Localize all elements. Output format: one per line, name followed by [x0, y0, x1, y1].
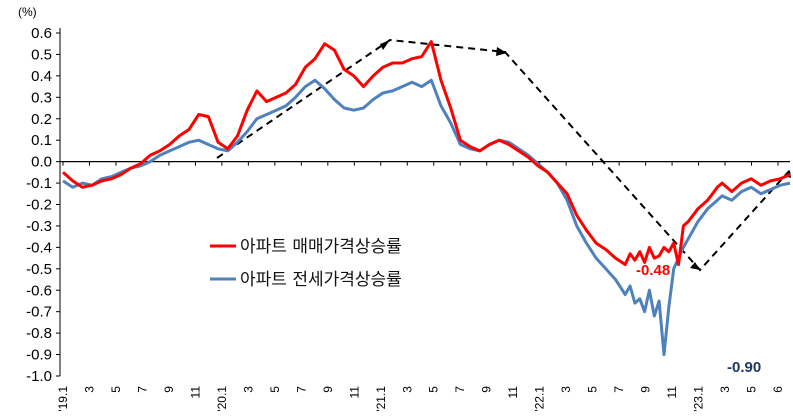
x-tick-label: 5 — [109, 386, 123, 393]
data-labels: -0.48 -0.90 — [636, 262, 761, 376]
y-tick-label: 0.2 — [31, 111, 52, 128]
y-tick-label: 0.6 — [31, 25, 52, 42]
x-tick-label: 11 — [506, 386, 520, 399]
x-tick-label: 11 — [347, 386, 361, 399]
x-tick-label: '22.1 — [533, 386, 547, 412]
x-tick-label: 6 — [771, 386, 785, 393]
x-tick-label: 7 — [453, 386, 467, 393]
series-lines — [62, 40, 791, 357]
y-unit-label: (%) — [18, 5, 37, 19]
x-tick-label: 9 — [321, 386, 335, 393]
series-line — [62, 40, 791, 266]
legend-label-sale: 아파트 매매가격상승률 — [240, 237, 402, 257]
y-tick-label: 0.3 — [31, 89, 52, 106]
y-tick-label: -0.8 — [26, 325, 52, 342]
x-tick-label: '19.1 — [56, 386, 70, 412]
trend-arrowhead — [380, 40, 390, 50]
y-tick-label: 0.1 — [31, 132, 52, 149]
x-tick-label: '21.1 — [374, 386, 388, 412]
x-tick-label: 11 — [665, 386, 679, 399]
y-tick-label: -0.6 — [26, 282, 52, 299]
y-tick-label: 0.4 — [31, 68, 52, 85]
x-tick-label: 9 — [480, 386, 494, 393]
trend-arrowhead — [690, 262, 700, 270]
x-tick-label: '23.1 — [692, 386, 706, 412]
sale-min-label: -0.48 — [636, 262, 670, 279]
y-tick-label: -0.2 — [26, 197, 52, 214]
x-tick-label: 5 — [427, 386, 441, 393]
x-tick-label: 7 — [135, 386, 149, 393]
x-tick-label: 7 — [294, 386, 308, 393]
legend-label-jeonse: 아파트 전세가격상승률 — [240, 270, 402, 290]
x-tick-label: 9 — [162, 386, 176, 393]
x-tick-label: 3 — [400, 386, 414, 393]
x-tick-label: 3 — [718, 386, 732, 393]
legend: 아파트 매매가격상승률 아파트 전세가격상승률 — [210, 237, 402, 290]
x-tick-label: 9 — [639, 386, 653, 393]
x-axis: '19.1 3 5 7 9 11 '20.1 3 5 7 9 11 '21.1 3 5 7 9 11 '22.1 3 5… — [56, 161, 790, 412]
y-tick-label: -0.9 — [26, 347, 52, 364]
y-tick-label: 0.0 — [31, 154, 52, 171]
trend-arrowhead — [496, 47, 507, 56]
x-tick-label: 5 — [745, 386, 759, 393]
y-tick-label: -1.0 — [26, 368, 52, 385]
x-tick-label: 5 — [268, 386, 282, 393]
x-tick-label: 3 — [559, 386, 573, 393]
x-tick-label: 3 — [241, 386, 255, 393]
x-tick-label: 7 — [612, 386, 626, 393]
y-axis: 0.6 0.5 0.4 0.3 0.2 0.1 0.0 -0.1 -0.2 -0.3 -0.4 -0.… — [26, 25, 61, 385]
y-tick-label: -0.5 — [26, 261, 52, 278]
x-tick-label: 11 — [188, 386, 202, 399]
y-tick-label: -0.3 — [26, 218, 52, 235]
y-tick-label: 0.5 — [31, 46, 52, 63]
jeonse-min-label: -0.90 — [727, 359, 761, 376]
x-tick-label: 5 — [586, 386, 600, 393]
y-tick-label: -0.7 — [26, 304, 52, 321]
y-tick-label: -0.1 — [26, 175, 52, 192]
y-tick-label: -0.4 — [26, 239, 52, 256]
x-tick-label: 3 — [82, 386, 96, 393]
x-tick-label: '20.1 — [215, 386, 229, 412]
